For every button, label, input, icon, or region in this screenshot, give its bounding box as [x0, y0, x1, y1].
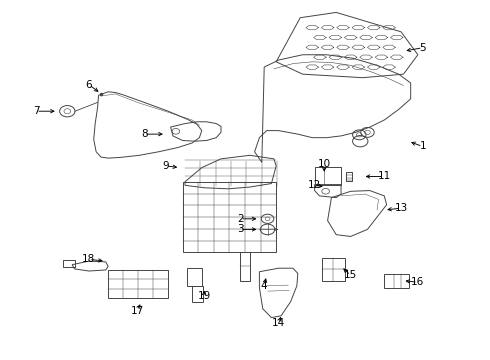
- Bar: [63, 260, 74, 267]
- Text: 5: 5: [419, 43, 426, 53]
- Text: 2: 2: [237, 214, 244, 224]
- Bar: [346, 172, 352, 181]
- Text: 8: 8: [141, 129, 147, 139]
- Text: 4: 4: [261, 281, 268, 291]
- Text: 16: 16: [411, 277, 424, 287]
- Text: 1: 1: [419, 141, 426, 152]
- Bar: [187, 268, 202, 286]
- Bar: [240, 252, 250, 280]
- Text: 17: 17: [130, 306, 144, 315]
- Text: 10: 10: [318, 159, 331, 169]
- Text: 9: 9: [163, 161, 169, 171]
- Bar: [183, 182, 276, 252]
- Text: 15: 15: [344, 270, 357, 280]
- Text: 7: 7: [33, 106, 39, 116]
- Bar: [108, 270, 168, 298]
- Bar: [315, 167, 341, 185]
- Bar: [322, 258, 345, 280]
- Bar: [192, 286, 203, 302]
- Text: 3: 3: [237, 224, 244, 234]
- Text: 14: 14: [272, 318, 285, 328]
- Text: 19: 19: [197, 292, 211, 301]
- Text: 12: 12: [308, 180, 321, 190]
- Text: 6: 6: [86, 80, 92, 90]
- Text: 18: 18: [82, 255, 96, 264]
- Text: 11: 11: [378, 171, 391, 181]
- Text: 13: 13: [394, 203, 408, 213]
- Bar: [384, 274, 409, 288]
